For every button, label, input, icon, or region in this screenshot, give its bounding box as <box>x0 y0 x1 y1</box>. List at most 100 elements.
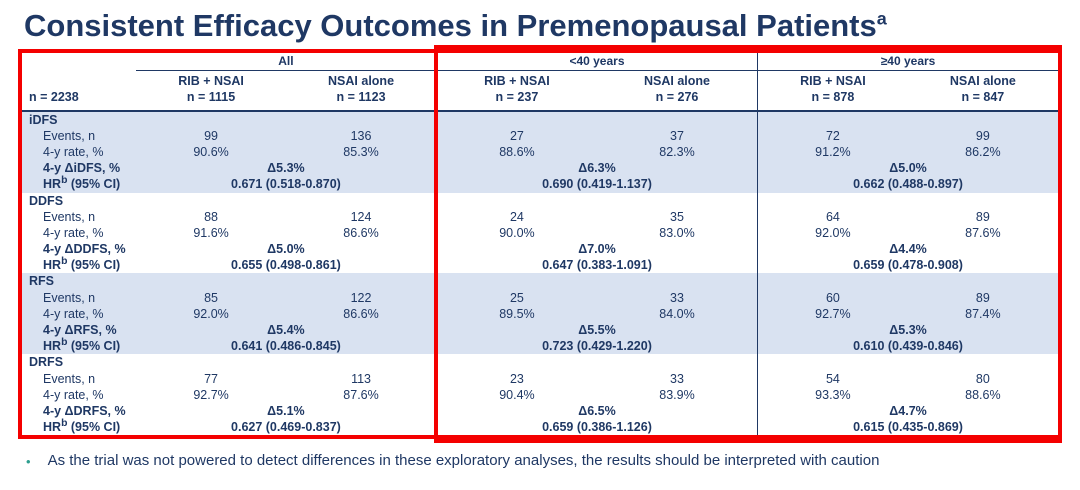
arm-header: RIB + NSAI n = 1115 <box>135 70 287 112</box>
table-cell: Δ4.7% <box>757 403 1058 420</box>
table-cell: 89.5% <box>435 307 597 323</box>
table-cell: 33 <box>670 372 684 387</box>
table-cell: 88.6% <box>435 145 597 161</box>
table-cell: 87.6% <box>965 226 1001 241</box>
table-row: 4-y ΔiDFS, % Δ5.3% Δ6.3% Δ5.0% <box>22 160 1058 177</box>
section-header-row: RFS <box>22 273 1058 292</box>
table-cell: 0.723 (0.429-1.220) <box>435 338 758 355</box>
table-cell: 0.662 (0.488-0.897) <box>757 176 1058 193</box>
row-label: Events, n <box>22 291 136 308</box>
table-cell: 77 <box>204 372 219 387</box>
section-spacer <box>435 192 758 211</box>
arm-n: n = 237 <box>495 90 539 105</box>
table-row: 4-y rate, % 91.6% 86.6% 90.0% 83.0% 92.0… <box>22 226 1058 242</box>
table-cell: 86.6% <box>286 307 437 323</box>
table-cell: 0.690 (0.419-1.137) <box>435 176 758 193</box>
row-label: 4-y rate, % <box>43 226 104 241</box>
table-cell: 122 <box>286 291 437 308</box>
arm-name: RIB + NSAI <box>178 74 244 89</box>
row-label: Events, n <box>43 210 96 225</box>
hr-label-rest: (95% CI) <box>67 257 121 272</box>
table-cell: 91.6% <box>193 226 229 241</box>
table-cell: 24 <box>435 210 597 227</box>
table-cell: 87.6% <box>343 387 379 402</box>
row-label: 4-y ΔRFS, % <box>22 322 136 339</box>
table-row: 4-y ΔRFS, % Δ5.4% Δ5.5% Δ5.3% <box>22 322 1058 339</box>
group-header-over40: ≥40 years <box>757 53 1058 72</box>
table-cell: 99 <box>135 129 287 146</box>
table-cell: 0.641 (0.486-0.845) <box>135 338 437 355</box>
caution-footnote: • As the trial was not powered to detect… <box>26 452 1080 471</box>
page-title-superscript: a <box>876 8 887 29</box>
table-row: 4-y rate, % 90.6% 85.3% 88.6% 82.3% 91.2… <box>22 145 1058 161</box>
table-row: 4-y rate, % 92.0% 86.6% 89.5% 84.0% 92.7… <box>22 307 1058 323</box>
table-row: Events, n 85 122 25 33 60 89 <box>22 291 1058 308</box>
table-cell: 72 <box>757 129 908 146</box>
section-header-row: DDFS <box>22 192 1058 211</box>
hr-label-base: HR <box>43 338 62 353</box>
group-header-row: n = 2238 All <40 years ≥40 years <box>22 53 1058 112</box>
table-cell: 0.659 (0.386-1.126) <box>435 419 758 436</box>
table-cell: 136 <box>286 129 437 146</box>
table-row: 4-y rate, % 92.7% 87.6% 90.4% 83.9% 93.3… <box>22 387 1058 404</box>
section-spacer <box>757 192 1058 211</box>
table-cell: 0.659 (0.478-0.908) <box>757 257 1058 274</box>
hr-label-rest: (95% CI) <box>67 338 121 353</box>
arm-name: RIB + NSAI <box>484 74 550 89</box>
table-row: HRb (95% CI) 0.627 (0.469-0.837) 0.659 (… <box>22 418 1058 436</box>
row-label: HRb (95% CI) <box>22 337 136 355</box>
table-row: 4-y ΔDRFS, % Δ5.1% Δ6.5% Δ4.7% <box>22 403 1058 420</box>
row-label: 4-y rate, % <box>22 307 136 323</box>
arm-header: NSAI alone n = 276 <box>596 70 758 112</box>
efficacy-table-container: n = 2238 All <40 years ≥40 years RIB + N… <box>18 45 1062 444</box>
row-label: 4-y rate, % <box>22 145 136 161</box>
table-cell: 88.6% <box>965 387 1001 402</box>
row-label: 4-y rate, % <box>43 387 104 402</box>
table-cell: 80 <box>975 372 990 387</box>
arm-name: RIB + NSAI <box>800 74 866 89</box>
table-cell: 92.7% <box>757 307 908 323</box>
table-cell: 84.0% <box>596 307 758 323</box>
table-cell: 124 <box>350 210 372 225</box>
section-spacer <box>757 354 1058 373</box>
table-cell: 90.6% <box>135 145 287 161</box>
section-title-idfs: iDFS <box>22 110 437 130</box>
row-label: HRb (95% CI) <box>22 418 136 436</box>
hr-label-rest: (95% CI) <box>67 419 121 434</box>
table-cell: 90.4% <box>435 387 597 404</box>
group-header-all: All <box>135 53 437 72</box>
table-cell: 60 <box>757 291 908 308</box>
arm-header: RIB + NSAI n = 878 <box>757 70 908 112</box>
section-header-row: DRFS <box>22 354 1058 373</box>
table-row: HRb (95% CI) 0.655 (0.498-0.861) 0.647 (… <box>22 256 1058 274</box>
hr-label-base: HR <box>43 176 62 191</box>
table-cell: 0.627 (0.469-0.837) <box>231 419 341 434</box>
row-label: 4-y ΔDRFS, % <box>43 403 126 418</box>
arm-header: NSAI alone n = 847 <box>907 70 1058 112</box>
arm-name: NSAI alone <box>949 74 1016 89</box>
table-cell: 89 <box>907 291 1058 308</box>
table-row: HRb (95% CI) 0.671 (0.518-0.870) 0.690 (… <box>22 175 1058 193</box>
table-cell: 64 <box>757 210 908 227</box>
table-cell: 0.671 (0.518-0.870) <box>135 176 437 193</box>
table-cell: Δ5.5% <box>435 322 758 339</box>
section-spacer <box>435 354 758 373</box>
table-cell: 87.4% <box>907 307 1058 323</box>
table-cell: 54 <box>757 372 908 388</box>
arm-header: RIB + NSAI n = 237 <box>435 70 597 112</box>
table-cell: Δ6.3% <box>435 160 758 177</box>
arm-name: NSAI alone <box>328 74 395 89</box>
hr-label-base: HR <box>43 419 62 434</box>
section-spacer <box>757 273 1058 292</box>
table-cell: 23 <box>435 372 597 388</box>
table-cell: 0.615 (0.435-0.869) <box>757 419 1058 436</box>
arm-n: n = 1115 <box>186 90 236 105</box>
section-title-drfs: DRFS <box>29 355 64 370</box>
row-label: HRb (95% CI) <box>22 175 136 193</box>
table-cell: 0.655 (0.498-0.861) <box>231 257 341 272</box>
section-spacer <box>435 110 758 130</box>
table-cell: 0.647 (0.383-1.091) <box>435 257 758 274</box>
table-row: Events, n 88 124 24 35 64 89 <box>22 210 1058 227</box>
table-cell: 35 <box>670 210 684 225</box>
arm-n: n = 878 <box>811 90 855 105</box>
